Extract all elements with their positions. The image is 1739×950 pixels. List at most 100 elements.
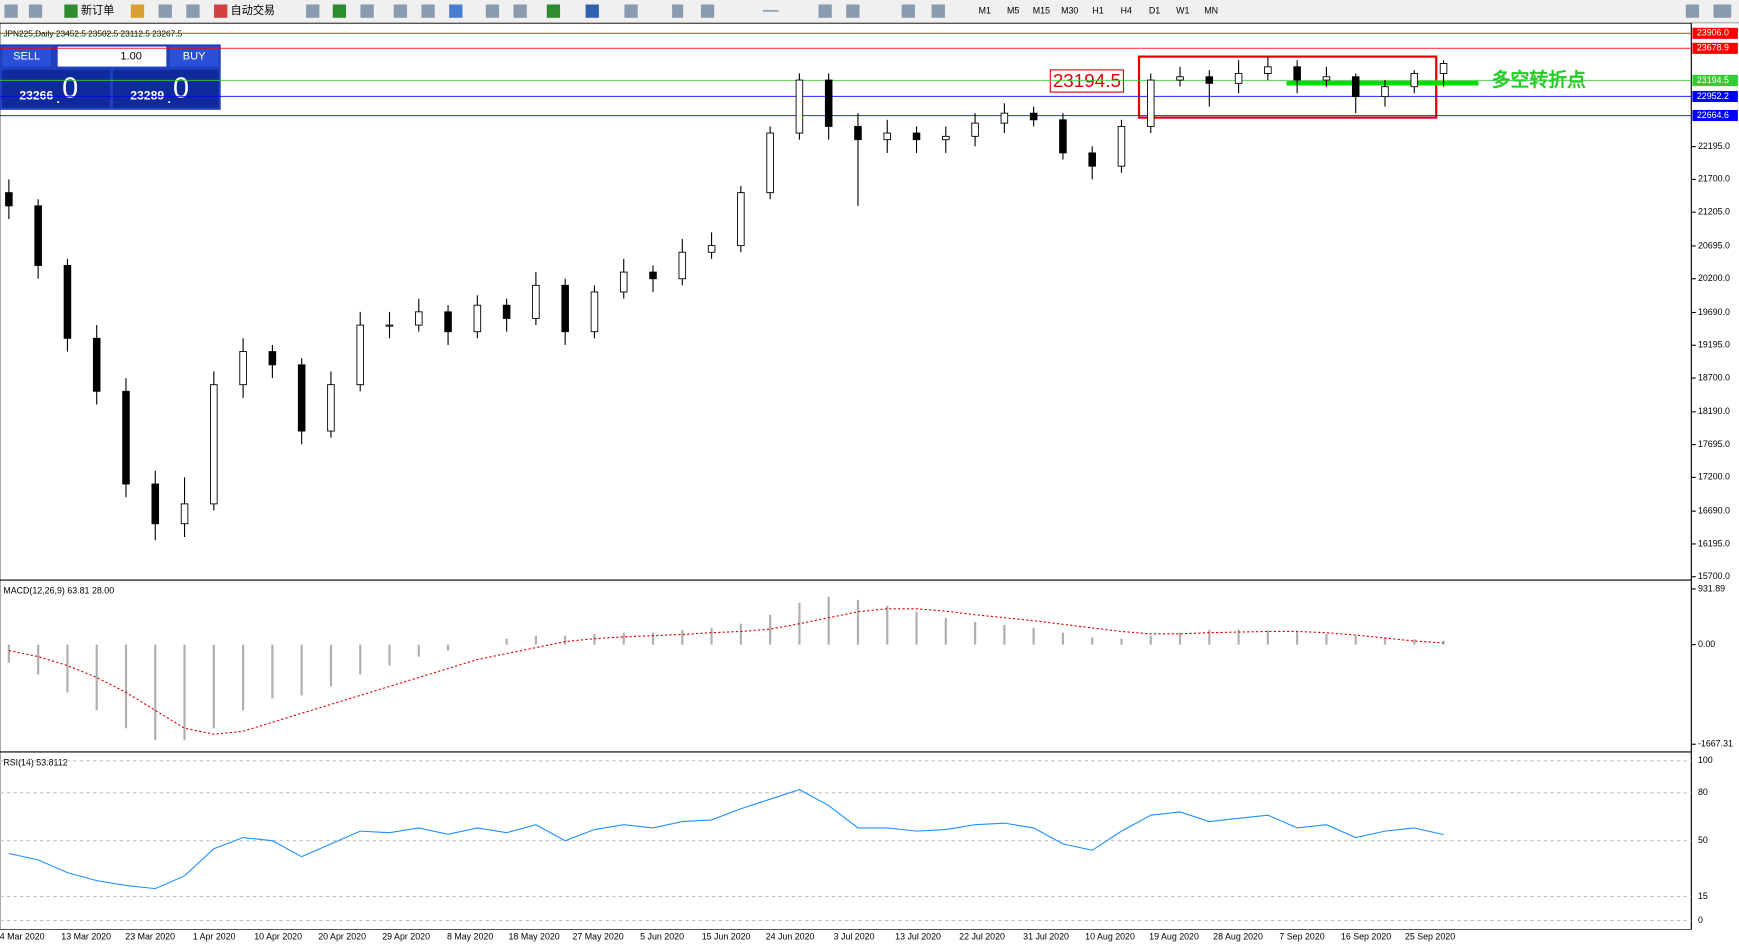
timeframe-button[interactable]: D1 xyxy=(1149,5,1160,15)
candle-body xyxy=(1059,119,1067,154)
bid-box[interactable] xyxy=(2,69,110,108)
level-label-box xyxy=(1692,42,1738,54)
price-tick-label: 19690.0 xyxy=(1698,307,1730,317)
bid-dot: . xyxy=(57,92,60,106)
price-tick-label: 21205.0 xyxy=(1698,207,1730,217)
macd-tick-label: -1667.31 xyxy=(1698,739,1733,749)
date-label: 18 May 2020 xyxy=(509,932,560,942)
buy-label[interactable]: BUY xyxy=(183,51,206,63)
level-label: 23906.0 xyxy=(1697,28,1729,38)
candle-body xyxy=(590,291,599,333)
date-label: 8 May 2020 xyxy=(447,932,493,942)
lot-input[interactable] xyxy=(57,46,167,67)
candle-body xyxy=(1351,76,1360,98)
price-tick-label: 18700.0 xyxy=(1698,372,1730,382)
candle-body xyxy=(1088,152,1096,167)
candle-body xyxy=(707,245,716,253)
ask-dot: . xyxy=(167,92,170,106)
level-label-box xyxy=(1692,90,1738,103)
macd-tick-label: 931.89 xyxy=(1698,583,1725,593)
candle-body xyxy=(122,390,130,485)
candle-body xyxy=(795,79,804,134)
price-tick-label: 15700.0 xyxy=(1698,571,1730,581)
candle-body xyxy=(327,384,335,432)
price-annotation-box xyxy=(1049,69,1125,93)
timeframe-button[interactable]: H1 xyxy=(1092,5,1103,15)
candle-body xyxy=(502,304,511,319)
price-tick-label: 18190.0 xyxy=(1698,406,1730,416)
candle-body xyxy=(297,364,306,432)
date-label: 10 Apr 2020 xyxy=(254,932,302,942)
price-tick-label: 22195.0 xyxy=(1698,141,1730,151)
date-label: 19 Aug 2020 xyxy=(1149,932,1199,942)
price-tick-label: 20200.0 xyxy=(1698,273,1730,283)
candle-body xyxy=(1117,125,1126,167)
candle-body xyxy=(356,324,364,386)
candle-body xyxy=(1322,76,1331,81)
ask-box[interactable] xyxy=(113,69,219,108)
level-label-box xyxy=(1692,27,1738,39)
candle-body xyxy=(180,503,189,525)
chart-area xyxy=(0,22,1692,930)
rsi-line xyxy=(8,788,1444,890)
timeframe-button[interactable]: M5 xyxy=(1007,5,1019,15)
level-label: 23678.9 xyxy=(1697,43,1729,53)
sell-button[interactable] xyxy=(2,46,52,67)
candle-body xyxy=(1029,112,1038,121)
candle-body xyxy=(92,337,101,392)
date-label: 27 May 2020 xyxy=(572,932,623,942)
date-label: 25 Sep 2020 xyxy=(1405,932,1455,942)
price-tick-label: 17695.0 xyxy=(1698,439,1730,449)
ask-pips: 0 xyxy=(173,72,189,104)
candle-body xyxy=(385,324,394,327)
candle-body xyxy=(883,132,892,141)
candle-body xyxy=(239,351,247,386)
candle-body xyxy=(1234,73,1243,84)
one-click-trading: SELL BUY 1.00 23266 . 0 23289 . 0 xyxy=(0,44,221,110)
macd-tick-label: 0.00 xyxy=(1698,639,1715,649)
bid-price: 23266 xyxy=(19,89,53,103)
rsi-tick-label: 15 xyxy=(1698,891,1708,901)
candle-body xyxy=(63,265,72,339)
lot-value[interactable]: 1.00 xyxy=(120,51,142,63)
level-label-box xyxy=(1692,74,1738,86)
date-label: 13 Jul 2020 xyxy=(895,932,941,942)
date-label: 23 Mar 2020 xyxy=(125,932,175,942)
candle-body xyxy=(1000,112,1009,124)
date-label: 10 Aug 2020 xyxy=(1085,932,1135,942)
candle-body xyxy=(415,311,423,326)
timeframe-button[interactable]: M15 xyxy=(1033,5,1050,15)
timeframe-button[interactable]: H4 xyxy=(1121,5,1132,15)
candle-body xyxy=(5,192,13,207)
buy-button[interactable] xyxy=(169,46,219,67)
pivot-annotation: 多空转折点 xyxy=(1492,68,1586,90)
candle-body xyxy=(1205,76,1214,84)
date-label: 13 Mar 2020 xyxy=(61,932,111,942)
price-tick-label: 17200.0 xyxy=(1698,472,1730,482)
macd-signal xyxy=(8,608,1444,735)
date-label: 24 Jun 2020 xyxy=(766,932,815,942)
rsi-tick-label: 100 xyxy=(1698,755,1713,765)
date-label: 1 Apr 2020 xyxy=(193,932,236,942)
sell-label[interactable]: SELL xyxy=(13,51,40,63)
date-label: 7 Sep 2020 xyxy=(1279,932,1324,942)
timeframe-button[interactable]: MN xyxy=(1204,5,1218,15)
price-tick-label: 16195.0 xyxy=(1698,538,1730,548)
candle-body xyxy=(619,271,628,293)
timeframe-button[interactable]: W1 xyxy=(1176,5,1189,15)
bid-pips: 0 xyxy=(62,72,78,104)
date-label: 4 Mar 2020 xyxy=(0,932,45,942)
timeframe-button[interactable]: M30 xyxy=(1061,5,1078,15)
new-order-button[interactable]: 新订单 xyxy=(81,3,114,17)
candle-body xyxy=(912,132,921,141)
candle-body xyxy=(1293,66,1301,81)
candle-body xyxy=(268,351,277,366)
range-box xyxy=(1137,55,1438,119)
timeframe-button[interactable]: M1 xyxy=(979,5,991,15)
rsi-tick-label: 0 xyxy=(1698,915,1703,925)
candle-body xyxy=(444,311,452,333)
candle-body xyxy=(473,304,482,333)
auto-trade-button[interactable]: 自动交易 xyxy=(231,3,275,17)
candle-body xyxy=(649,271,657,280)
